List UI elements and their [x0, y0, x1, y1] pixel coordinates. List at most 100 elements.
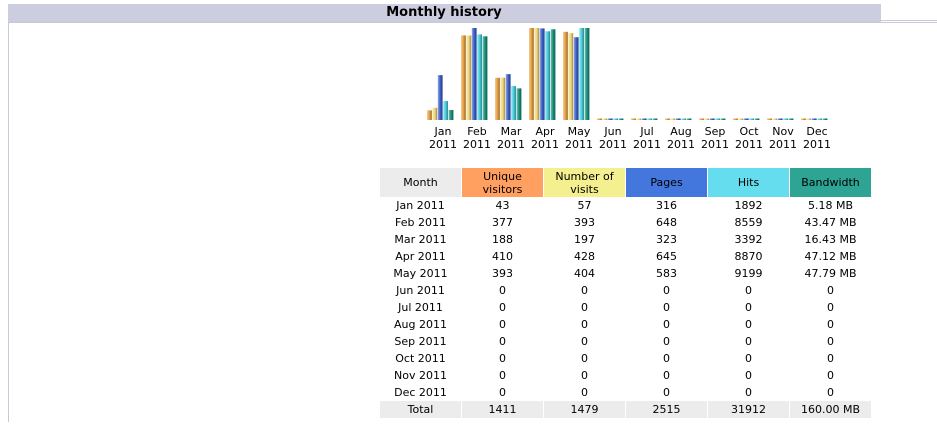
x-tick-year: 2011 [667, 138, 695, 151]
bar-pages-feb-2011 [471, 28, 477, 120]
cell-number-of-visits: 0 [581, 386, 588, 399]
cell-pages: 0 [663, 318, 670, 331]
cell-hits: 8559 [734, 216, 763, 229]
bar-hits-may-2011 [579, 28, 584, 120]
x-tick-month: Dec [806, 125, 827, 138]
cell-unique-visitors: 0 [499, 318, 506, 331]
cell-number-of-visits: 0 [581, 284, 588, 297]
header-pages: Pages [626, 168, 707, 197]
cell-pages: 645 [656, 250, 677, 263]
table-row: Aug 2011 0 0 0 0 0 [380, 316, 871, 333]
bar-bandwidth-oct-2011 [754, 118, 760, 120]
cell-month: Feb 2011 [395, 216, 446, 229]
cell-month: Jun 2011 [396, 284, 445, 297]
bar-pages-may-2011 [573, 37, 579, 120]
bar-hits-dec-2011 [817, 118, 822, 120]
bar-pages-dec-2011 [811, 118, 817, 120]
bar-bandwidth-jul-2011 [652, 118, 658, 120]
cell-pages: 0 [663, 284, 670, 297]
cell-number-of-visits: 428 [574, 250, 595, 263]
bar-pages-sep-2011 [709, 118, 715, 120]
bar-number-of-visits-may-2011 [568, 33, 574, 121]
x-tick-month: Sep [705, 125, 726, 138]
cell-unique-visitors: 0 [499, 301, 506, 314]
bar-number-of-visits-jun-2011 [602, 118, 608, 120]
cell-pages: 0 [663, 386, 670, 399]
monthly-stats-table: Month Unique visitors Number of visits P… [379, 168, 872, 418]
x-tick-year: 2011 [599, 138, 627, 151]
bar-unique-visitors-feb-2011 [461, 35, 466, 120]
bar-bandwidth-apr-2011 [550, 29, 556, 120]
cell-month: Jan 2011 [396, 199, 445, 212]
total-bandwidth: 160.00 MB [790, 401, 871, 418]
cell-hits: 0 [745, 352, 752, 365]
section-title: Monthly history [8, 4, 881, 22]
bar-bandwidth-aug-2011 [686, 118, 692, 120]
bar-bandwidth-mar-2011 [516, 88, 522, 120]
cell-hits: 0 [745, 369, 752, 382]
monthly-history-chart: Jan2011Feb2011Mar2011Apr2011May2011Jun20… [427, 28, 831, 151]
bar-unique-visitors-aug-2011 [665, 118, 670, 120]
table-row: Sep 2011 0 0 0 0 0 [380, 333, 871, 350]
bar-pages-oct-2011 [743, 118, 749, 120]
cell-unique-visitors: 188 [492, 233, 513, 246]
header-month: Month [380, 168, 461, 197]
cell-number-of-visits: 0 [581, 369, 588, 382]
bar-number-of-visits-oct-2011 [738, 118, 744, 120]
cell-month: Dec 2011 [394, 386, 447, 399]
table-row: Jan 2011 43 57 316 1892 5.18 MB [380, 197, 871, 214]
cell-month: Sep 2011 [394, 335, 447, 348]
header-number-of-visits: Number of visits [544, 168, 625, 197]
bar-pages-jun-2011 [607, 118, 613, 120]
x-tick-month: Feb [467, 125, 486, 138]
x-tick-month: Jun [603, 125, 621, 138]
bar-number-of-visits-jan-2011 [432, 107, 438, 120]
cell-pages: 323 [656, 233, 677, 246]
cell-unique-visitors: 0 [499, 284, 506, 297]
header-hits: Hits [708, 168, 789, 197]
cell-bandwidth: 0 [827, 386, 834, 399]
bar-bandwidth-dec-2011 [822, 118, 828, 120]
x-tick-year: 2011 [701, 138, 729, 151]
cell-number-of-visits: 197 [574, 233, 595, 246]
cell-bandwidth: 47.79 MB [804, 267, 857, 280]
cell-hits: 0 [745, 386, 752, 399]
cell-unique-visitors: 377 [492, 216, 513, 229]
table-row: Jul 2011 0 0 0 0 0 [380, 299, 871, 316]
bar-unique-visitors-nov-2011 [767, 118, 772, 120]
cell-hits: 0 [745, 335, 752, 348]
bar-number-of-visits-sep-2011 [704, 118, 710, 120]
cell-pages: 583 [656, 267, 677, 280]
bar-bandwidth-nov-2011 [788, 118, 794, 120]
cell-unique-visitors: 393 [492, 267, 513, 280]
bar-bandwidth-jan-2011 [448, 110, 454, 120]
x-tick-year: 2011 [803, 138, 831, 151]
cell-number-of-visits: 0 [581, 301, 588, 314]
bar-pages-apr-2011 [539, 28, 545, 120]
bar-pages-jan-2011 [437, 75, 443, 120]
cell-pages: 0 [663, 352, 670, 365]
table-total-row: Total 1411 1479 2515 31912 160.00 MB [380, 401, 871, 418]
bar-unique-visitors-oct-2011 [733, 118, 738, 120]
cell-bandwidth: 0 [827, 352, 834, 365]
bar-bandwidth-may-2011 [584, 28, 590, 120]
cell-month: Apr 2011 [395, 250, 446, 263]
table-row: Mar 2011 188 197 323 3392 16.43 MB [380, 231, 871, 248]
bar-unique-visitors-jun-2011 [597, 118, 602, 120]
cell-unique-visitors: 43 [495, 199, 510, 212]
cell-number-of-visits: 57 [577, 199, 592, 212]
bar-unique-visitors-sep-2011 [699, 118, 704, 120]
total-unique-visitors: 1411 [462, 401, 543, 418]
bar-pages-mar-2011 [505, 74, 511, 120]
x-tick-year: 2011 [497, 138, 525, 151]
bar-number-of-visits-dec-2011 [806, 118, 812, 120]
header-unique-visitors-line1: Unique [483, 169, 522, 183]
cell-unique-visitors: 0 [499, 352, 506, 365]
cell-pages: 0 [663, 369, 670, 382]
header-number-of-visits-line2: visits [570, 182, 599, 196]
bar-hits-oct-2011 [749, 118, 754, 120]
x-tick-month: Mar [501, 125, 522, 138]
bar-hits-jan-2011 [443, 101, 448, 120]
table-row: Oct 2011 0 0 0 0 0 [380, 350, 871, 367]
bar-hits-apr-2011 [545, 31, 550, 120]
